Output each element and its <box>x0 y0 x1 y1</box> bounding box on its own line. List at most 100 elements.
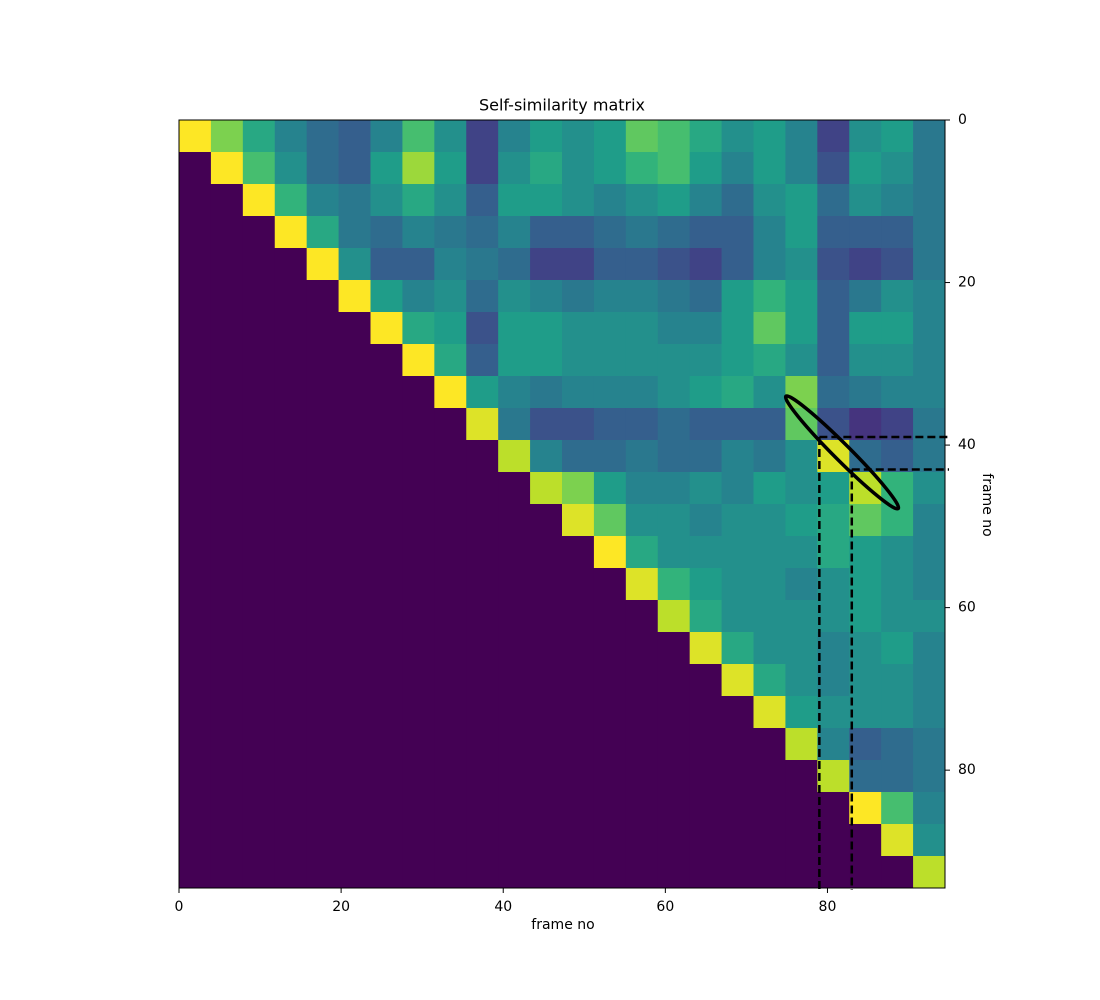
heatmap-cell <box>242 344 276 377</box>
heatmap-cell <box>338 504 371 537</box>
heatmap-cell <box>370 248 403 281</box>
heatmap-cell <box>179 696 212 729</box>
heatmap-cell <box>657 536 691 569</box>
heatmap-cell <box>913 248 946 281</box>
heatmap-cell <box>530 280 563 313</box>
heatmap-cell <box>274 600 308 633</box>
heatmap-cell <box>370 216 403 249</box>
heatmap-cell <box>210 600 244 633</box>
heatmap-cell <box>306 408 339 441</box>
heatmap-cell <box>402 440 435 473</box>
heatmap-cell <box>370 152 403 185</box>
heatmap-cell <box>562 344 595 377</box>
heatmap-cell <box>338 728 371 761</box>
heatmap-cell <box>689 504 722 537</box>
heatmap-cell <box>466 632 499 665</box>
heatmap-cell <box>657 440 691 473</box>
heatmap-cell <box>689 184 722 217</box>
heatmap-cell <box>179 344 212 377</box>
x-tick-label: 40 <box>494 899 512 915</box>
heatmap-cell <box>434 280 467 313</box>
heatmap-cell <box>817 280 850 313</box>
heatmap-cell <box>689 664 722 697</box>
heatmap-cell <box>625 344 659 377</box>
heatmap-cell <box>498 312 531 345</box>
heatmap-cell <box>242 824 276 857</box>
heatmap-cell <box>370 824 403 857</box>
heatmap-cell <box>881 216 914 249</box>
heatmap-cell <box>689 216 722 249</box>
heatmap-cell <box>657 472 691 505</box>
heatmap-cell <box>370 856 403 889</box>
heatmap-cell <box>881 632 914 665</box>
heatmap-cell <box>562 152 595 185</box>
heatmap-cell <box>849 856 882 889</box>
heatmap-cell <box>179 440 212 473</box>
heatmap-cell <box>210 632 244 665</box>
heatmap-cell <box>306 504 339 537</box>
heatmap-cell <box>402 344 435 377</box>
heatmap-cell <box>657 824 691 857</box>
heatmap-cell <box>434 696 467 729</box>
heatmap-cell <box>721 760 754 793</box>
heatmap-cell <box>849 344 882 377</box>
heatmap-cell <box>913 696 946 729</box>
heatmap-cell <box>562 792 595 825</box>
heatmap-cell <box>562 280 595 313</box>
heatmap-cell <box>562 184 595 217</box>
heatmap-cell <box>242 760 276 793</box>
heatmap-cell <box>338 312 371 345</box>
heatmap-cell <box>849 664 882 697</box>
heatmap-cell <box>881 312 914 345</box>
heatmap-cell <box>881 248 914 281</box>
heatmap-cell <box>498 248 531 281</box>
heatmap-cell <box>274 408 308 441</box>
heatmap-cell <box>593 120 627 153</box>
heatmap-cell <box>689 280 722 313</box>
ellipse-annotation <box>783 394 901 511</box>
heatmap-cell <box>625 856 659 889</box>
heatmap-cell <box>913 344 946 377</box>
heatmap-cell <box>242 504 276 537</box>
heatmap-cell <box>849 504 882 537</box>
heatmap-cell <box>210 792 244 825</box>
heatmap-cell <box>274 536 308 569</box>
heatmap-cell <box>817 152 850 185</box>
heatmap-cell <box>753 344 786 377</box>
heatmap-cell <box>466 344 499 377</box>
heatmap-cell <box>466 376 499 409</box>
heatmap-cell <box>370 696 403 729</box>
heatmap-cell <box>466 216 499 249</box>
heatmap-cell <box>913 568 946 601</box>
y-tick-label: 20 <box>958 275 976 291</box>
heatmap-cell <box>881 856 914 889</box>
heatmap-cell <box>370 792 403 825</box>
heatmap-cell <box>625 568 659 601</box>
heatmap-cell <box>402 600 435 633</box>
heatmap-cell <box>402 728 435 761</box>
heatmap-cell <box>721 312 754 345</box>
heatmap-cell <box>625 696 659 729</box>
heatmap-cell <box>466 408 499 441</box>
heatmap-cell <box>306 856 339 889</box>
heatmap-cell <box>498 152 531 185</box>
heatmap-cell <box>370 536 403 569</box>
heatmap-cell <box>881 664 914 697</box>
heatmap-cell <box>721 248 754 281</box>
heatmap-cell <box>817 248 850 281</box>
heatmap-cell <box>785 760 818 793</box>
heatmap-cell <box>370 664 403 697</box>
heatmap-cell <box>625 184 659 217</box>
heatmap-cell <box>881 152 914 185</box>
heatmap-cell <box>402 472 435 505</box>
heatmap-cell <box>689 760 722 793</box>
heatmap-cell <box>785 344 818 377</box>
heatmap-cell <box>689 408 722 441</box>
heatmap-cell <box>498 792 531 825</box>
heatmap-cell <box>434 440 467 473</box>
heatmap-cell <box>881 376 914 409</box>
heatmap-cell <box>753 760 786 793</box>
heatmap-cell <box>242 568 276 601</box>
heatmap-cell <box>179 664 212 697</box>
